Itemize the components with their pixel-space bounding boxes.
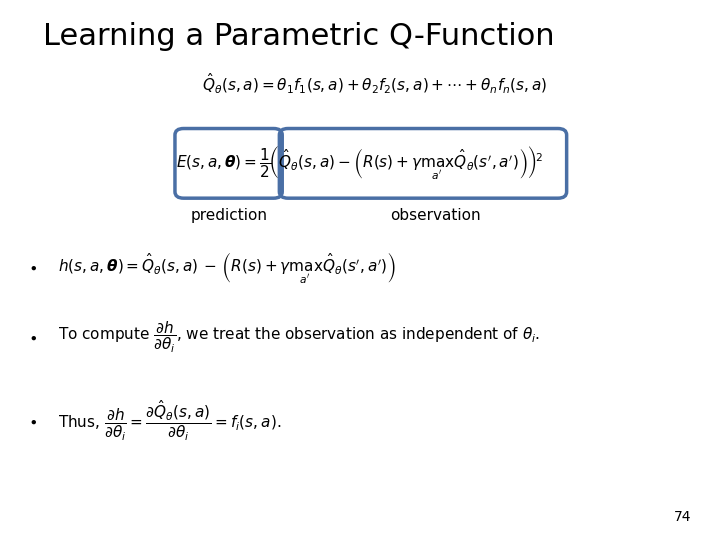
Text: $h(s,a,\boldsymbol{\theta}) = \hat{Q}_\theta(s,a) \,-\, \left(R(s) + \gamma \max: $h(s,a,\boldsymbol{\theta}) = \hat{Q}_\t… <box>58 250 395 285</box>
Text: $\bullet$: $\bullet$ <box>28 330 37 345</box>
Text: 74: 74 <box>674 510 691 524</box>
Text: To compute $\dfrac{\partial h}{\partial \theta_i}$, we treat the observation as : To compute $\dfrac{\partial h}{\partial … <box>58 320 540 355</box>
Text: $\hat{Q}_\theta(s,a) = \theta_1 f_1(s,a) + \theta_2 f_2(s,a) + \cdots + \theta_n: $\hat{Q}_\theta(s,a) = \theta_1 f_1(s,a)… <box>202 71 547 96</box>
Text: Thus, $\dfrac{\partial h}{\partial \theta_i} = \dfrac{\partial \hat{Q}_\theta(s,: Thus, $\dfrac{\partial h}{\partial \thet… <box>58 399 281 443</box>
Text: $\bullet$: $\bullet$ <box>28 414 37 429</box>
Text: $\bullet$: $\bullet$ <box>28 260 37 275</box>
Text: Learning a Parametric Q-Function: Learning a Parametric Q-Function <box>43 22 555 51</box>
Text: $E(s,a,\boldsymbol{\theta}) = \dfrac{1}{2}\!\left(\hat{Q}_\theta(s,a) - \left(R(: $E(s,a,\boldsymbol{\theta}) = \dfrac{1}{… <box>176 144 544 180</box>
Text: observation: observation <box>390 208 481 223</box>
Text: prediction: prediction <box>191 208 267 223</box>
